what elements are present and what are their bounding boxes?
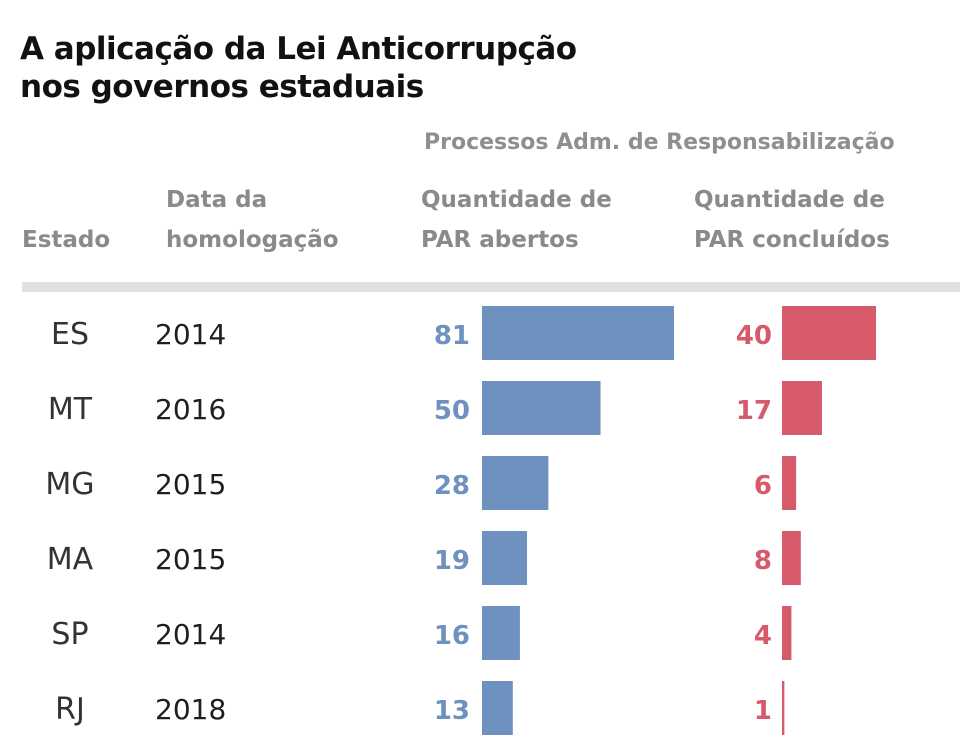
- abertos-bar-mt: [482, 381, 601, 435]
- abertos-value-rj: 13: [434, 696, 470, 726]
- header-data-line-1: Data da: [166, 187, 268, 213]
- concluidos-bar-es: [782, 306, 876, 360]
- header-divider: [22, 282, 960, 292]
- header-concluidos: Quantidade de PAR concluídos: [694, 180, 890, 260]
- group-label: Processos Adm. de Responsabilização: [424, 130, 895, 155]
- estado-label-mg: MG: [45, 467, 94, 502]
- abertos-bar-rj: [482, 681, 513, 735]
- concluidos-bar-mt: [782, 381, 822, 435]
- header-abertos-line-1: Quantidade de: [421, 187, 612, 213]
- header-abertos-line-2: PAR abertos: [421, 227, 579, 253]
- abertos-bar-es: [482, 306, 674, 360]
- estado-label-es: ES: [51, 317, 89, 352]
- abertos-bar-ma: [482, 531, 528, 585]
- concluidos-value-ma: 8: [754, 546, 772, 576]
- title-line-2: nos governos estaduais: [20, 69, 424, 105]
- estado-label-ma: MA: [47, 542, 94, 577]
- concluidos-value-mt: 17: [736, 396, 772, 426]
- concluidos-value-es: 40: [736, 321, 772, 351]
- homologacao-value-mg: 2015: [155, 468, 226, 501]
- concluidos-value-mg: 6: [754, 471, 772, 501]
- header-concluidos-line-1: Quantidade de: [694, 187, 885, 213]
- abertos-value-mg: 28: [434, 471, 470, 501]
- concluidos-value-sp: 4: [754, 621, 772, 651]
- abertos-value-mt: 50: [434, 396, 470, 426]
- header-abertos: Quantidade de PAR abertos: [421, 180, 612, 260]
- abertos-value-ma: 19: [434, 546, 470, 576]
- homologacao-value-rj: 2018: [155, 693, 226, 726]
- concluidos-bar-rj: [782, 681, 785, 735]
- homologacao-value-ma: 2015: [155, 543, 226, 576]
- header-estado-label: Estado: [22, 227, 111, 253]
- title-line-1: A aplicação da Lei Anticorrupção: [20, 31, 577, 67]
- abertos-bar-sp: [482, 606, 520, 660]
- abertos-value-sp: 16: [434, 621, 470, 651]
- concluidos-bar-mg: [782, 456, 797, 510]
- header-concluidos-line-2: PAR concluídos: [694, 227, 890, 253]
- concluidos-value-rj: 1: [754, 696, 772, 726]
- estado-label-sp: SP: [51, 617, 88, 652]
- homologacao-value-sp: 2014: [155, 618, 226, 651]
- estado-label-rj: RJ: [55, 692, 85, 727]
- header-data-line-2: homologação: [166, 227, 339, 253]
- estado-label-mt: MT: [48, 392, 93, 427]
- concluidos-bar-ma: [782, 531, 801, 585]
- homologacao-value-es: 2014: [155, 318, 226, 351]
- abertos-value-es: 81: [434, 321, 470, 351]
- chart-title: A aplicação da Lei Anticorrupção nos gov…: [20, 30, 720, 106]
- abertos-bar-mg: [482, 456, 549, 510]
- homologacao-value-mt: 2016: [155, 393, 226, 426]
- concluidos-bar-sp: [782, 606, 792, 660]
- header-estado: Estado: [22, 220, 110, 260]
- header-data: Data da homologação: [166, 180, 339, 260]
